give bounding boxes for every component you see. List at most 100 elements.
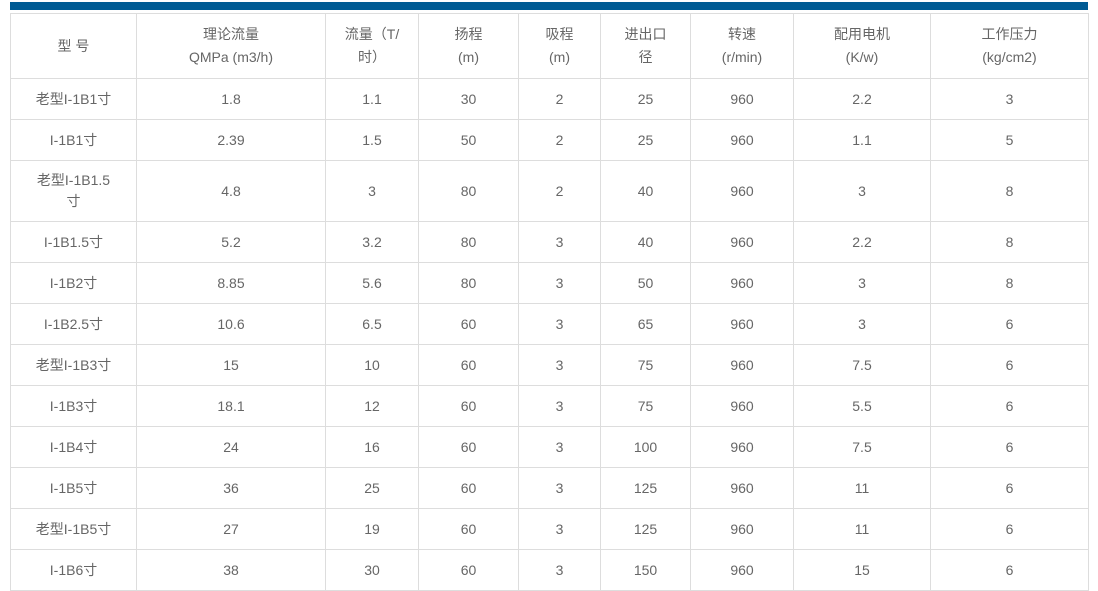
value-cell: 60 bbox=[418, 508, 519, 550]
value-cell: 8.85 bbox=[136, 262, 326, 304]
value-cell: 7.5 bbox=[793, 344, 931, 386]
value-cell: 27 bbox=[136, 508, 326, 550]
table-row: 老型I-1B1寸 1.8 1.1 30 2 25 960 2.2 3 bbox=[10, 78, 1089, 120]
model-cell: I-1B3寸 bbox=[10, 385, 137, 427]
value-cell: 15 bbox=[136, 344, 326, 386]
value-cell: 3 bbox=[518, 344, 601, 386]
value-cell: 36 bbox=[136, 467, 326, 509]
value-cell: 60 bbox=[418, 467, 519, 509]
value-cell: 125 bbox=[600, 508, 691, 550]
value-cell: 50 bbox=[418, 119, 519, 161]
model-cell: I-1B2寸 bbox=[10, 262, 137, 304]
table-body: 老型I-1B1寸 1.8 1.1 30 2 25 960 2.2 3 I-1B1寸 2.39 1.5 5… bbox=[10, 78, 1089, 591]
header-cell-8: 工作压力 (kg/cm2) bbox=[930, 13, 1089, 79]
value-cell: 5 bbox=[930, 119, 1089, 161]
value-cell: 30 bbox=[418, 78, 519, 120]
value-cell: 3 bbox=[518, 385, 601, 427]
top-accent-bar bbox=[10, 2, 1088, 10]
table-row: I-1B6寸 38 30 60 3 150 960 15 6 bbox=[10, 549, 1089, 591]
value-cell: 1.5 bbox=[325, 119, 419, 161]
value-cell: 6 bbox=[930, 467, 1089, 509]
value-cell: 80 bbox=[418, 160, 519, 222]
value-cell: 10.6 bbox=[136, 303, 326, 345]
value-cell: 3 bbox=[518, 508, 601, 550]
value-cell: 12 bbox=[325, 385, 419, 427]
table-row: I-1B1寸 2.39 1.5 50 2 25 960 1.1 5 bbox=[10, 119, 1089, 161]
table-row: 老型I-1B1.5 寸 4.8 3 80 2 40 960 3 8 bbox=[10, 160, 1089, 222]
value-cell: 30 bbox=[325, 549, 419, 591]
value-cell: 3 bbox=[793, 160, 931, 222]
value-cell: 3 bbox=[325, 160, 419, 222]
table-row: I-1B2寸 8.85 5.6 80 3 50 960 3 8 bbox=[10, 262, 1089, 304]
value-cell: 2 bbox=[518, 78, 601, 120]
value-cell: 11 bbox=[793, 467, 931, 509]
header-cell-4: 吸程 (m) bbox=[518, 13, 601, 79]
value-cell: 24 bbox=[136, 426, 326, 468]
value-cell: 3.2 bbox=[325, 221, 419, 263]
value-cell: 6 bbox=[930, 303, 1089, 345]
model-cell: I-1B2.5寸 bbox=[10, 303, 137, 345]
value-cell: 960 bbox=[690, 262, 794, 304]
value-cell: 960 bbox=[690, 508, 794, 550]
value-cell: 5.6 bbox=[325, 262, 419, 304]
header-cell-3: 扬程 (m) bbox=[418, 13, 519, 79]
value-cell: 4.8 bbox=[136, 160, 326, 222]
value-cell: 960 bbox=[690, 385, 794, 427]
model-cell: 老型I-1B5寸 bbox=[10, 508, 137, 550]
table-row: 老型I-1B5寸 27 19 60 3 125 960 11 6 bbox=[10, 508, 1089, 550]
value-cell: 11 bbox=[793, 508, 931, 550]
header-cell-5: 进出口 径 bbox=[600, 13, 691, 79]
value-cell: 960 bbox=[690, 549, 794, 591]
value-cell: 150 bbox=[600, 549, 691, 591]
value-cell: 16 bbox=[325, 426, 419, 468]
value-cell: 5.2 bbox=[136, 221, 326, 263]
value-cell: 40 bbox=[600, 160, 691, 222]
value-cell: 7.5 bbox=[793, 426, 931, 468]
value-cell: 6 bbox=[930, 385, 1089, 427]
value-cell: 19 bbox=[325, 508, 419, 550]
value-cell: 8 bbox=[930, 160, 1089, 222]
value-cell: 60 bbox=[418, 385, 519, 427]
value-cell: 18.1 bbox=[136, 385, 326, 427]
value-cell: 6 bbox=[930, 426, 1089, 468]
model-cell: I-1B4寸 bbox=[10, 426, 137, 468]
value-cell: 40 bbox=[600, 221, 691, 263]
value-cell: 60 bbox=[418, 303, 519, 345]
value-cell: 2.2 bbox=[793, 78, 931, 120]
header-row: 型 号理论流量 QMPa (m3/h) 流量（T/ 时） 扬程 (m) 吸程 (m) 进… bbox=[10, 13, 1089, 79]
table-row: I-1B5寸 36 25 60 3 125 960 11 6 bbox=[10, 467, 1089, 509]
value-cell: 6 bbox=[930, 508, 1089, 550]
value-cell: 960 bbox=[690, 119, 794, 161]
value-cell: 960 bbox=[690, 426, 794, 468]
model-cell: I-1B6寸 bbox=[10, 549, 137, 591]
table-row: I-1B4寸 24 16 60 3 100 960 7.5 6 bbox=[10, 426, 1089, 468]
value-cell: 6 bbox=[930, 549, 1089, 591]
header-cell-7: 配用电机 (K/w) bbox=[793, 13, 931, 79]
value-cell: 10 bbox=[325, 344, 419, 386]
value-cell: 25 bbox=[600, 119, 691, 161]
model-cell: I-1B1寸 bbox=[10, 119, 137, 161]
table-row: I-1B2.5寸 10.6 6.5 60 3 65 960 3 6 bbox=[10, 303, 1089, 345]
value-cell: 3 bbox=[793, 262, 931, 304]
value-cell: 3 bbox=[518, 262, 601, 304]
table-row: I-1B3寸 18.1 12 60 3 75 960 5.5 6 bbox=[10, 385, 1089, 427]
table-row: 老型I-1B3寸 15 10 60 3 75 960 7.5 6 bbox=[10, 344, 1089, 386]
value-cell: 3 bbox=[793, 303, 931, 345]
value-cell: 15 bbox=[793, 549, 931, 591]
value-cell: 25 bbox=[325, 467, 419, 509]
value-cell: 125 bbox=[600, 467, 691, 509]
value-cell: 960 bbox=[690, 78, 794, 120]
value-cell: 80 bbox=[418, 262, 519, 304]
value-cell: 75 bbox=[600, 385, 691, 427]
value-cell: 2.39 bbox=[136, 119, 326, 161]
value-cell: 960 bbox=[690, 160, 794, 222]
value-cell: 8 bbox=[930, 262, 1089, 304]
value-cell: 5.5 bbox=[793, 385, 931, 427]
value-cell: 50 bbox=[600, 262, 691, 304]
model-cell: I-1B5寸 bbox=[10, 467, 137, 509]
value-cell: 960 bbox=[690, 344, 794, 386]
header-cell-6: 转速 (r/min) bbox=[690, 13, 794, 79]
value-cell: 100 bbox=[600, 426, 691, 468]
header-cell-2: 流量（T/ 时） bbox=[325, 13, 419, 79]
value-cell: 38 bbox=[136, 549, 326, 591]
